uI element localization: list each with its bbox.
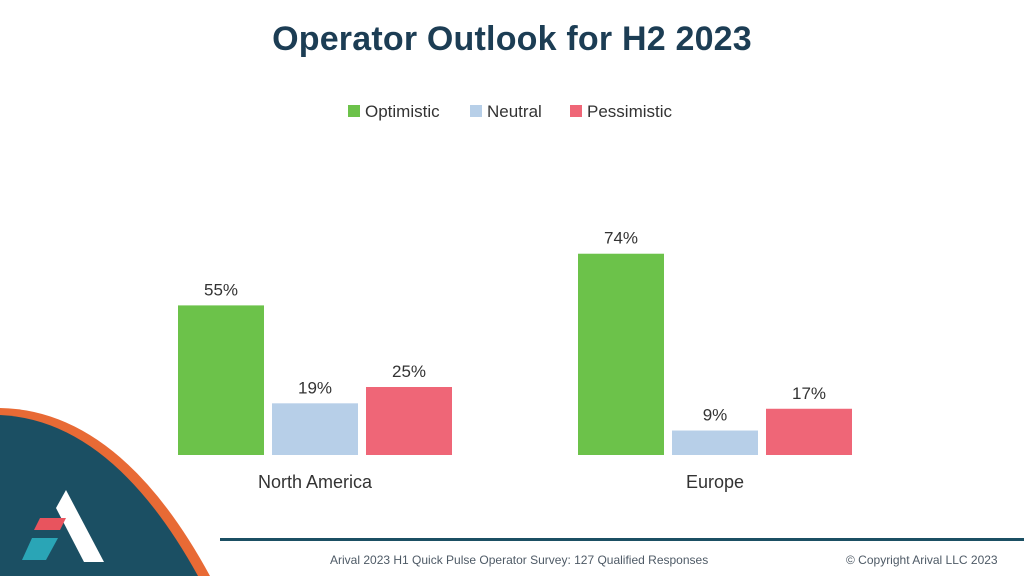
- bar-north-america-neutral: [272, 403, 358, 455]
- legend-swatch-pessimistic: [570, 105, 582, 117]
- value-labels-group: 55% 19% 25% 74% 9% 17%: [204, 229, 826, 425]
- category-labels-group: North America Europe: [258, 472, 744, 492]
- chart-title: Operator Outlook for H2 2023: [272, 20, 752, 58]
- category-label-north-america: North America: [258, 472, 373, 492]
- legend-label-optimistic: Optimistic: [365, 102, 440, 121]
- bar-europe-pessimistic: [766, 408, 852, 455]
- data-label-europe-pessimistic: 17%: [792, 384, 826, 403]
- corner-decoration: [0, 408, 210, 576]
- bar-north-america-optimistic: [178, 305, 264, 455]
- bar-europe-neutral: [672, 430, 758, 455]
- copyright-note: © Copyright Arival LLC 2023: [846, 553, 998, 567]
- arival-logo-icon: [22, 490, 104, 562]
- data-label-north-america-pessimistic: 25%: [392, 362, 426, 381]
- legend-swatch-neutral: [470, 105, 482, 117]
- legend-swatch-optimistic: [348, 105, 360, 117]
- category-label-europe: Europe: [686, 472, 744, 492]
- data-label-europe-neutral: 9%: [703, 406, 728, 425]
- footer-divider: [220, 538, 1024, 541]
- chart-legend: Optimistic Neutral Pessimistic: [348, 102, 673, 121]
- data-label-north-america-optimistic: 55%: [204, 280, 238, 299]
- bar-europe-optimistic: [578, 253, 664, 455]
- bars-group: [178, 253, 852, 455]
- data-label-europe-optimistic: 74%: [604, 229, 638, 248]
- data-label-north-america-neutral: 19%: [298, 378, 332, 397]
- source-note: Arival 2023 H1 Quick Pulse Operator Surv…: [330, 553, 709, 567]
- legend-label-pessimistic: Pessimistic: [587, 102, 673, 121]
- legend-label-neutral: Neutral: [487, 102, 542, 121]
- bar-north-america-pessimistic: [366, 387, 452, 455]
